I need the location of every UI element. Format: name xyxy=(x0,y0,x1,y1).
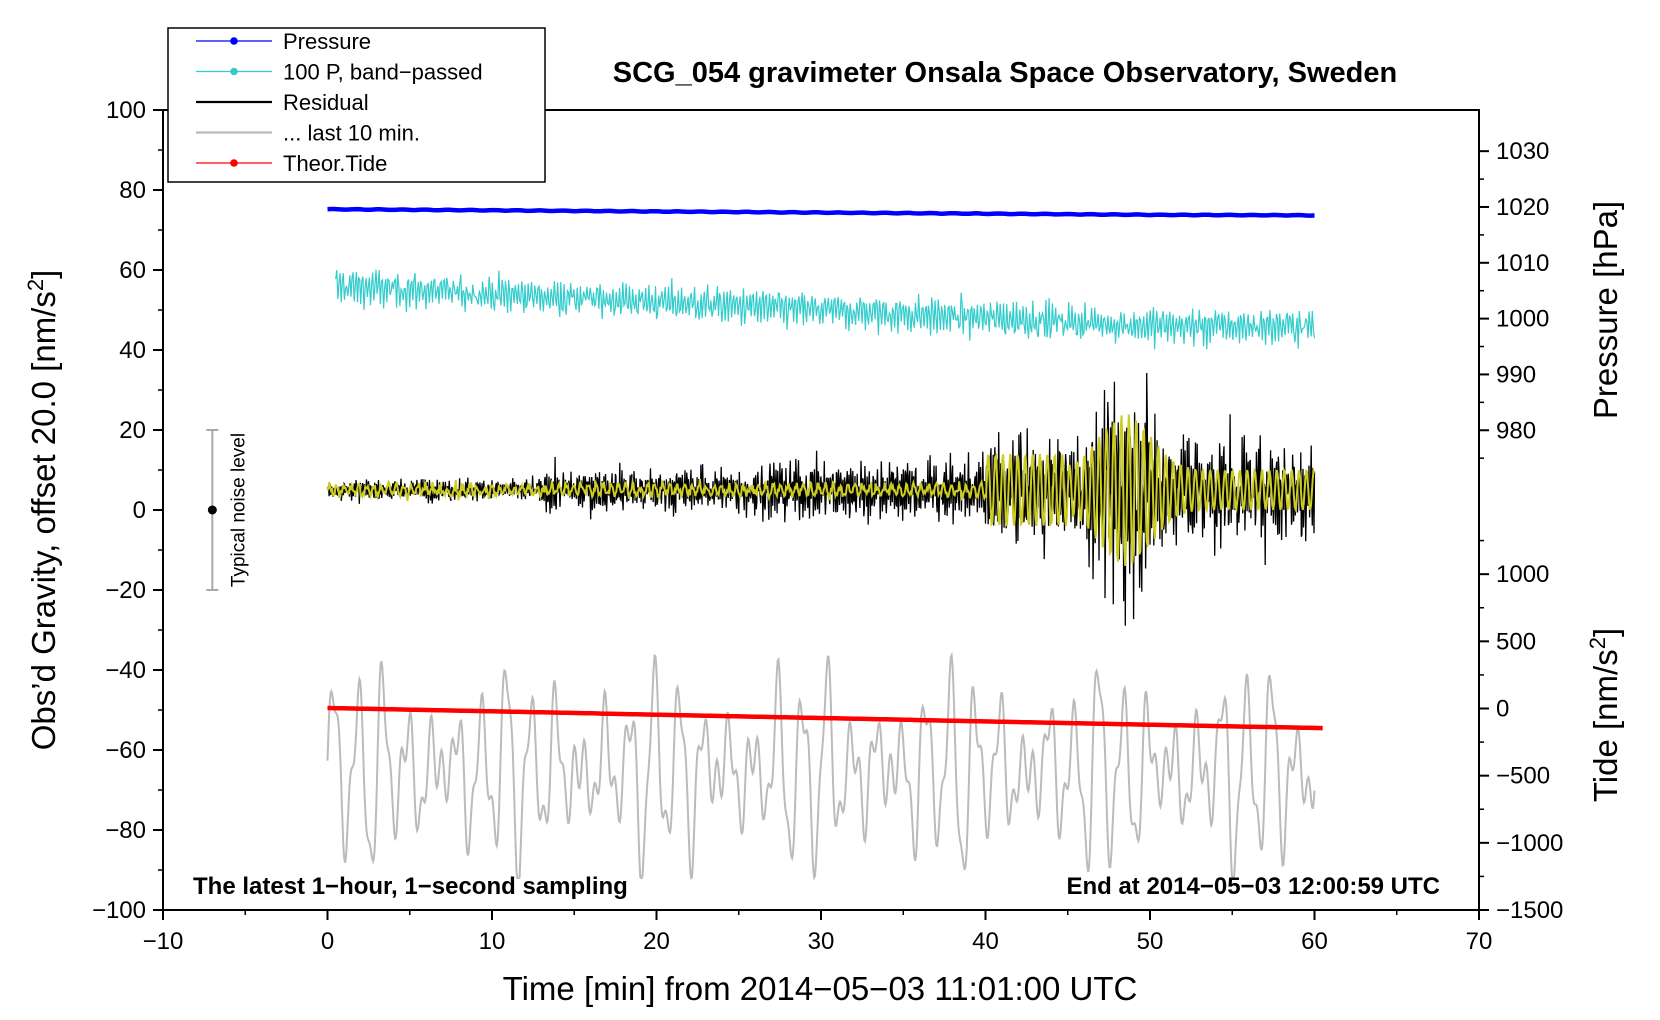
pressure-tick-label: 1020 xyxy=(1496,194,1549,221)
y-tick-label: 20 xyxy=(119,417,146,444)
x-tick-label: 40 xyxy=(972,928,999,955)
noise-bar-label: Typical noise level xyxy=(228,433,249,587)
x-tick-label: 70 xyxy=(1466,928,1493,955)
legend-label: 100 P, band−passed xyxy=(283,60,483,85)
x-axis-label: Time [min] from 2014−05−03 11:01:00 UTC xyxy=(503,970,1138,1007)
pressure-tick-label: 1000 xyxy=(1496,306,1549,333)
y-tick-label: −80 xyxy=(105,817,146,844)
legend: Pressure 100 P, band−passed Residual ... la… xyxy=(167,27,546,183)
series-last-10-min xyxy=(326,651,1316,881)
annotation-end-time: End at 2014−05−03 12:00:59 UTC xyxy=(1066,873,1440,900)
y-tick-label: 60 xyxy=(119,257,146,284)
series-residual-smoothed xyxy=(326,414,1316,566)
axes-layer: −10 0 10 20 30 40 50 60 70100806040200−20−40−60−… xyxy=(92,97,1563,955)
pressure-tick-label: 1010 xyxy=(1496,250,1549,277)
pressure-tick-label: 980 xyxy=(1496,417,1536,444)
y-tick-label: −60 xyxy=(105,737,146,764)
x-tick-label: 30 xyxy=(808,928,835,955)
x-tick-label: 20 xyxy=(643,928,670,955)
series-band-passed-pressure xyxy=(335,269,1316,350)
legend-label: ... last 10 min. xyxy=(283,121,420,146)
legend-marker xyxy=(230,159,238,167)
y-tick-label: 80 xyxy=(119,177,146,204)
tide-tick-label: −1000 xyxy=(1496,830,1563,857)
legend-label: Theor.Tide xyxy=(283,151,387,176)
tide-axis-label: Tide [nm/s2] xyxy=(1585,628,1624,802)
noise-bar-center xyxy=(207,505,217,515)
x-tick-label: 60 xyxy=(1301,928,1328,955)
y-tick-label: −20 xyxy=(105,577,146,604)
y-axis-label-end: ] xyxy=(25,270,62,279)
y-tick-label: −40 xyxy=(105,657,146,684)
series-pressure xyxy=(327,206,1315,218)
tide-tick-label: −500 xyxy=(1496,763,1550,790)
legend-label: Pressure xyxy=(283,29,371,54)
y-tick-label: 40 xyxy=(119,337,146,364)
pressure-tick-label: 990 xyxy=(1496,361,1536,388)
tide-tick-label: 1000 xyxy=(1496,561,1549,588)
tide-axis-label-sup: 2 xyxy=(1585,637,1610,649)
y-tick-label: 100 xyxy=(106,97,146,124)
legend-marker xyxy=(230,37,238,45)
series-theoretical-tide xyxy=(327,705,1323,731)
x-tick-label: 50 xyxy=(1137,928,1164,955)
pressure-axis-label: Pressure [hPa] xyxy=(1587,201,1624,419)
x-tick-label: 0 xyxy=(321,928,334,955)
annotation-sampling: The latest 1−hour, 1−second sampling xyxy=(193,873,628,900)
chart-title: SCG_054 gravimeter Onsala Space Observat… xyxy=(613,57,1397,89)
tide-tick-label: −1500 xyxy=(1496,897,1563,924)
x-tick-label: 10 xyxy=(479,928,506,955)
legend-box xyxy=(167,27,546,183)
y-tick-label: 0 xyxy=(133,497,146,524)
noise-level-indicator: Typical noise level xyxy=(206,429,249,591)
y-axis-label: Obs’d Gravity, offset 20.0 [nm/s2] xyxy=(23,270,62,751)
tide-tick-label: 500 xyxy=(1496,628,1536,655)
y-tick-label: −100 xyxy=(92,897,146,924)
y-axis-label-sup: 2 xyxy=(23,279,48,291)
series-layer xyxy=(326,206,1323,881)
pressure-tick-label: 1030 xyxy=(1496,138,1549,165)
series-residual xyxy=(326,372,1316,626)
legend-label: Residual xyxy=(283,90,369,115)
x-tick-label: −10 xyxy=(143,928,184,955)
tide-axis-label-end: ] xyxy=(1587,628,1624,637)
tide-tick-label: 0 xyxy=(1496,696,1509,723)
legend-marker xyxy=(230,67,238,76)
